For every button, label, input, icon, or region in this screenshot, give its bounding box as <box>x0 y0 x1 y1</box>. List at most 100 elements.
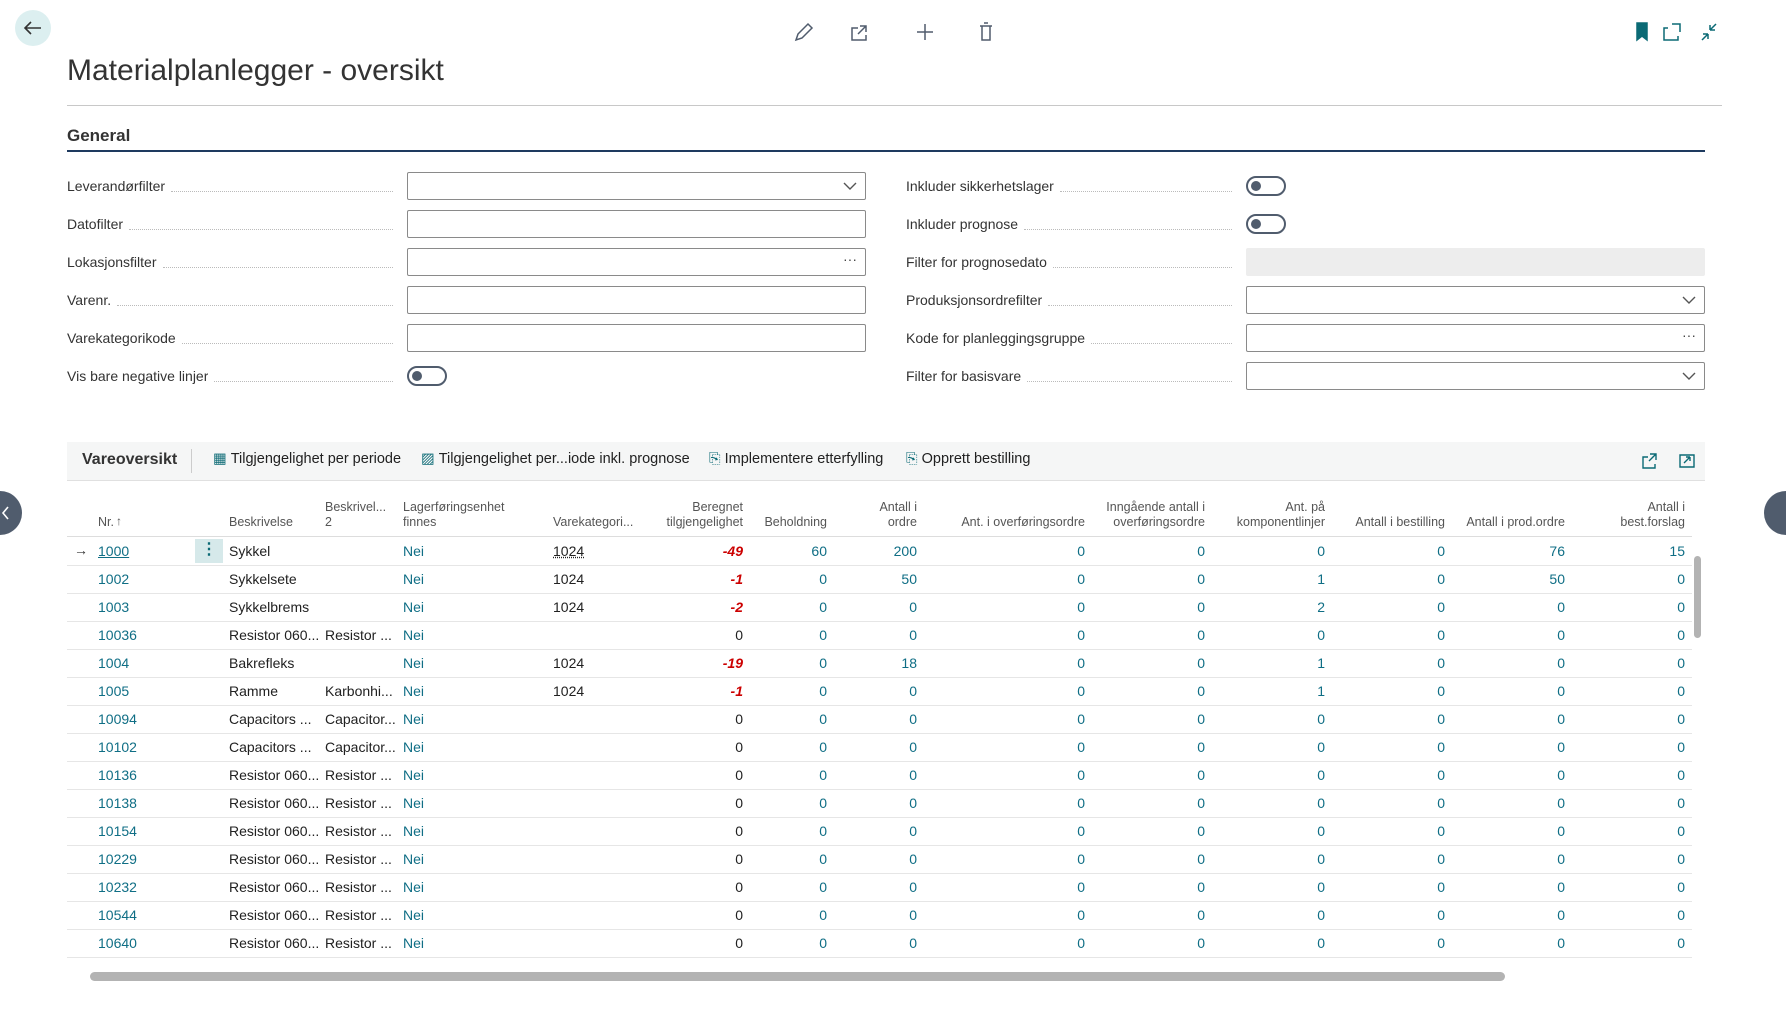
table-cell: Resistor ... <box>325 795 392 811</box>
item-link[interactable]: 10544 <box>98 907 137 923</box>
table-cell: 0 <box>1437 683 1445 699</box>
column-header[interactable]: Ant. i overføringsordre <box>915 498 1085 530</box>
table-cell: -2 <box>730 599 743 615</box>
table-cell: Sykkelbrems <box>229 599 310 615</box>
column-header-text: Beregnet tilgjengelighet <box>666 500 743 529</box>
row-arrow: → <box>74 542 88 558</box>
field-label: Varekategorikode <box>67 330 176 346</box>
window-actions[interactable] <box>1632 20 1722 44</box>
column-header[interactable]: Ant. på komponentlinjer <box>1225 498 1325 530</box>
next-nav[interactable] <box>1762 490 1786 536</box>
column-header[interactable]: Antall i bestilling <box>1335 498 1445 530</box>
item-link[interactable]: 10138 <box>98 795 137 811</box>
table-cell: 0 <box>1437 907 1445 923</box>
column-header[interactable]: Antall i prod.ordre <box>1455 498 1565 530</box>
table-cell: Nei <box>403 767 425 783</box>
item-link[interactable]: 10036 <box>98 627 137 643</box>
column-header-text: Beholdning <box>764 515 827 529</box>
toolbar-action[interactable]: ⎘ Implementere etterfylling <box>709 451 883 467</box>
table-cell: 0 <box>819 935 827 951</box>
table-cell: 0 <box>1677 767 1685 783</box>
item-link[interactable]: 10102 <box>98 739 137 755</box>
item-link[interactable]: 1003 <box>98 599 130 615</box>
h-scrollbar[interactable] <box>90 972 1505 981</box>
table-cell: Resistor ... <box>325 823 392 839</box>
column-header[interactable]: Beskrivel... 2 <box>325 498 387 530</box>
table-cell: 0 <box>1197 823 1205 839</box>
table-cell: 0 <box>1437 935 1445 951</box>
column-header-text: Nr. <box>98 515 114 529</box>
input[interactable]: ··· <box>1246 324 1705 352</box>
item-link[interactable]: 10154 <box>98 823 137 839</box>
column-header[interactable]: Lagerføringsenhet finnes <box>403 498 523 530</box>
leader <box>1048 305 1232 306</box>
item-link[interactable]: 10232 <box>98 879 137 895</box>
table-cell: -1 <box>730 571 743 587</box>
field-label: Leverandørfilter <box>67 178 166 194</box>
table-cell: 0 <box>819 683 827 699</box>
item-link[interactable]: 1005 <box>98 683 130 699</box>
leader <box>214 381 393 382</box>
table-cell: 0 <box>1437 599 1445 615</box>
table-cell: 0 <box>819 627 827 643</box>
table-cell: Resistor ... <box>325 907 392 923</box>
table-cell: 0 <box>909 739 917 755</box>
toolbar-action[interactable]: ⎘ Opprett bestilling <box>906 451 1030 467</box>
table-cell: 0 <box>1317 543 1325 559</box>
prev-nav[interactable] <box>0 490 24 536</box>
table-cell: 0 <box>1437 543 1445 559</box>
table-cell: Nei <box>403 935 425 951</box>
table-cell: 0 <box>1557 907 1565 923</box>
table-cell: 0 <box>1317 767 1325 783</box>
top-actions[interactable] <box>790 20 1000 44</box>
item-link[interactable]: 10136 <box>98 767 137 783</box>
input[interactable] <box>407 210 866 238</box>
input[interactable] <box>407 286 866 314</box>
input[interactable] <box>1246 362 1705 390</box>
toolbar-action[interactable]: ▦ Tilgjengelighet per periode <box>213 451 401 467</box>
item-link[interactable]: 10094 <box>98 711 137 727</box>
column-header[interactable]: Beregnet tilgjengelighet <box>653 498 743 530</box>
input[interactable] <box>1246 286 1705 314</box>
leader <box>182 343 393 344</box>
table-cell: 0 <box>1317 935 1325 951</box>
toggle[interactable] <box>407 366 447 386</box>
table-cell: Karbonhi... <box>325 683 393 699</box>
column-header[interactable]: Beskrivelse <box>229 498 319 530</box>
input[interactable]: ··· <box>407 248 866 276</box>
toolbar-action[interactable]: ▨ Tilgjengelighet per...iode inkl. progno… <box>421 451 690 467</box>
item-link[interactable]: 1004 <box>98 655 130 671</box>
table-cell: Resistor 060... <box>229 851 320 867</box>
table-cell: 0 <box>1677 571 1685 587</box>
column-header[interactable]: Antall i best.forslag <box>1615 498 1685 530</box>
table-cell: 76 <box>1549 543 1565 559</box>
item-link[interactable]: 10640 <box>98 935 137 951</box>
column-header[interactable]: Antall i ordre <box>857 498 917 530</box>
table-cell: 0 <box>1317 879 1325 895</box>
item-link[interactable]: 10229 <box>98 851 137 867</box>
column-header[interactable]: Varekategori... <box>553 498 643 530</box>
back-button[interactable] <box>15 10 51 46</box>
table-cell: 0 <box>1677 655 1685 671</box>
toggle[interactable] <box>1246 176 1286 196</box>
row-menu[interactable]: ⋮ <box>195 539 223 563</box>
table-cell: 0 <box>1677 935 1685 951</box>
column-header[interactable]: Nr. <box>98 498 188 530</box>
item-link[interactable]: 1002 <box>98 571 130 587</box>
toggle[interactable] <box>1246 214 1286 234</box>
column-header[interactable]: Beholdning <box>747 498 827 530</box>
list-share[interactable] <box>1640 451 1700 471</box>
row-line <box>67 733 1692 734</box>
item-link[interactable]: 1000 <box>98 543 130 559</box>
table-cell: 0 <box>1437 851 1445 867</box>
v-scrollbar[interactable] <box>1694 556 1701 638</box>
input[interactable] <box>407 324 866 352</box>
table-cell: 1024 <box>553 599 585 615</box>
table-cell: 1 <box>1317 655 1325 671</box>
input[interactable] <box>407 172 866 200</box>
column-header[interactable]: Inngående antall i overføringsordre <box>1090 498 1205 530</box>
table-cell: 0 <box>1677 711 1685 727</box>
table-cell: 0 <box>1437 627 1445 643</box>
table-cell: 0 <box>1077 683 1085 699</box>
table-cell: 0 <box>1677 851 1685 867</box>
